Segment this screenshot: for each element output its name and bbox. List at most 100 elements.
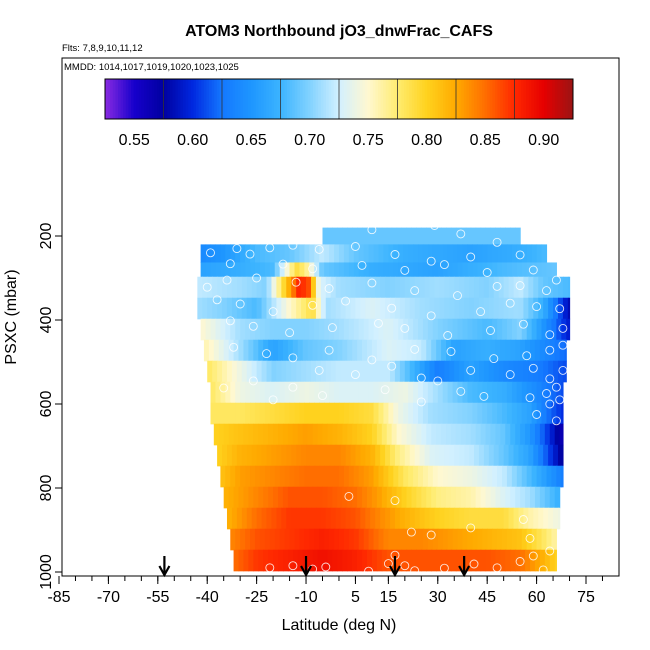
heat-cell [436, 423, 442, 446]
heat-cell [226, 360, 233, 383]
heat-cell [422, 318, 429, 341]
heat-cell [452, 402, 459, 425]
heat-cell [342, 227, 348, 245]
heat-cell [523, 507, 529, 530]
heat-cell [371, 423, 378, 446]
sample-point [321, 562, 331, 572]
heat-cell [381, 227, 388, 245]
sample-point [383, 559, 393, 569]
heat-cell [268, 339, 274, 362]
heat-cell [297, 486, 304, 509]
x-tick-label: -55 [146, 589, 169, 606]
sample-points [202, 221, 568, 576]
heat-cell [523, 297, 529, 320]
heat-cell [217, 276, 223, 299]
heat-cell [342, 549, 348, 572]
heat-cell [536, 244, 543, 264]
heat-cell [363, 528, 370, 551]
heat-cell [483, 297, 490, 320]
heat-cell [230, 402, 236, 425]
heat-cell [362, 227, 368, 245]
heat-cell [278, 486, 284, 509]
sample-point [235, 299, 245, 309]
heat-cell [401, 549, 408, 572]
colorbar-segment [487, 79, 491, 119]
heat-cell [329, 528, 335, 551]
sample-point [466, 252, 476, 262]
colorbar-segment [183, 79, 187, 119]
heat-cell [541, 244, 548, 264]
heat-cell [338, 244, 345, 264]
heat-cell [294, 318, 301, 341]
heat-cell [492, 318, 498, 341]
heat-cell [212, 297, 218, 320]
sample-point [492, 563, 502, 573]
heat-cell [419, 507, 426, 530]
heat-cell [245, 402, 251, 425]
heat-cell [452, 528, 459, 551]
heat-cell [338, 262, 345, 278]
colorbar-segment [144, 79, 148, 119]
heat-cell [498, 297, 505, 320]
sample-point [453, 291, 462, 301]
colorbar-segment [305, 79, 309, 119]
heat-cell [314, 244, 320, 264]
heat-cell [546, 528, 553, 551]
heat-cell [294, 244, 301, 264]
heat-cell [506, 318, 513, 341]
heat-cell [505, 549, 511, 572]
heat-cell [220, 244, 226, 264]
heat-cell [454, 297, 460, 320]
heat-cell [530, 549, 536, 572]
heat-cell [452, 262, 459, 278]
heat-cell [243, 423, 249, 446]
heat-cell [383, 318, 389, 341]
heat-cell [401, 339, 408, 362]
heat-cell [381, 423, 388, 446]
colorbar-segment [354, 79, 358, 119]
heat-cell [210, 402, 217, 425]
heat-cell [329, 465, 335, 488]
heat-cell [464, 297, 470, 320]
heat-cell [477, 262, 483, 278]
heat-cell [457, 318, 464, 341]
heat-cell [273, 486, 279, 509]
heat-cell [465, 423, 472, 446]
heat-cell [299, 528, 305, 551]
heat-cell [334, 262, 340, 278]
colorbar-segment [422, 79, 426, 119]
heat-cell [271, 360, 277, 383]
colorbar-segment [188, 79, 192, 119]
heat-cell [241, 297, 248, 320]
heat-cell [324, 262, 330, 278]
heat-cell [510, 423, 516, 446]
heat-cell [429, 507, 436, 530]
heat-cell [521, 318, 528, 341]
heat-cell [296, 444, 302, 467]
sample-point [308, 264, 318, 274]
heat-cell [404, 444, 411, 467]
heat-cell [460, 227, 467, 245]
heat-cell [437, 262, 444, 278]
sample-point [545, 330, 555, 340]
heat-cell [337, 227, 343, 245]
sample-point [416, 373, 426, 383]
heat-cell [358, 318, 365, 341]
heat-cell [541, 465, 548, 488]
heat-cell [291, 276, 297, 299]
heat-cell [370, 297, 376, 320]
heat-cell [426, 423, 432, 446]
heat-cell [315, 297, 322, 320]
y-axis-label: PSXC (mbar) [3, 269, 20, 364]
heat-cell [399, 360, 406, 383]
heat-cell [251, 507, 258, 530]
heat-cell [317, 549, 324, 572]
heat-cell [231, 360, 238, 383]
heat-cell [324, 402, 330, 425]
heat-cell [516, 381, 523, 404]
heat-cell [322, 227, 329, 245]
heat-cell [236, 360, 243, 383]
heat-cell [223, 423, 230, 446]
sample-point [327, 323, 337, 333]
heat-cell [217, 360, 223, 383]
